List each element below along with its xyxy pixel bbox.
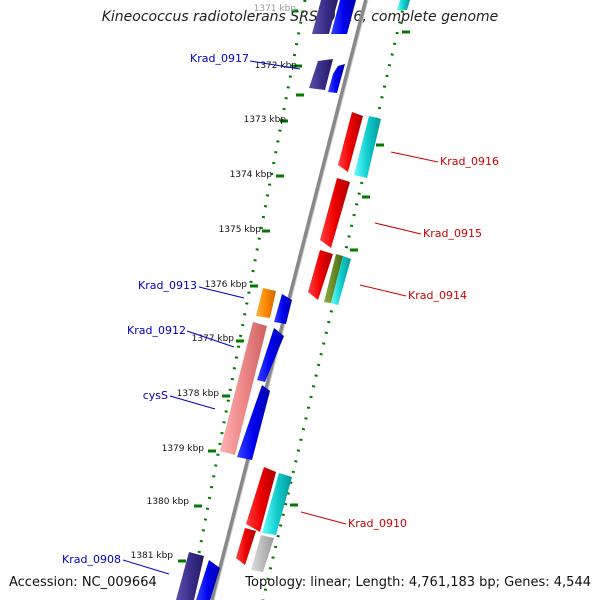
gene-red[interactable] (320, 178, 350, 248)
genes-strand-left[interactable] (176, 0, 356, 600)
ruler-label: 1377 kbp (192, 334, 235, 344)
track-dashes (290, 30, 410, 507)
gene-orange[interactable] (256, 288, 276, 318)
gene-red[interactable] (308, 250, 333, 300)
gene-label-krad0912[interactable]: Krad_0912 (127, 324, 186, 337)
ruler-label: 1375 kbp (219, 225, 262, 235)
ruler-label: 1381 kbp (131, 551, 174, 561)
gene-blue[interactable] (328, 64, 345, 93)
ruler-label: 1376 kbp (205, 280, 248, 290)
genome-summary-text: Topology: linear; Length: 4,761,183 bp; … (245, 575, 591, 590)
gene-blue[interactable] (237, 385, 270, 460)
gene-label-krad0913[interactable]: Krad_0913 (138, 279, 197, 292)
gene-pink[interactable] (220, 322, 267, 455)
gene-red[interactable] (338, 112, 363, 172)
ruler-label: 1374 kbp (230, 170, 273, 180)
ruler-label: 1371 kbp (254, 4, 297, 14)
gene-navy[interactable] (176, 552, 204, 600)
ruler-labels: 1371 kbp 1372 kbp 1373 kbp 1374 kbp 1375… (131, 4, 298, 561)
gene-olive[interactable] (324, 254, 343, 303)
gene-red[interactable] (246, 467, 276, 532)
gene-navy[interactable] (309, 59, 333, 90)
gene-red[interactable] (236, 528, 256, 565)
gene-blue[interactable] (257, 328, 284, 382)
ruler-label: 1378 kbp (177, 389, 220, 399)
right-label-leaders (300, 151, 439, 525)
gene-blue[interactable] (331, 0, 356, 34)
gene-blue[interactable] (274, 294, 292, 324)
gene-label-krad0917[interactable]: Krad_0917 (190, 52, 249, 65)
gene-blue[interactable] (196, 560, 220, 600)
left-label-leaders (122, 60, 301, 575)
gene-label-krad0914[interactable]: Krad_0914 (408, 289, 467, 302)
gene-cyan[interactable] (331, 256, 351, 305)
gene-label-krad0908[interactable]: Krad_0908 (62, 553, 121, 566)
ruler-label: 1379 kbp (162, 444, 205, 454)
gene-cyan[interactable] (397, 0, 410, 10)
page-title: Kineococcus radiotolerans SRS30216, comp… (101, 9, 499, 25)
gene-cyan[interactable] (262, 473, 292, 535)
gene-label-krad0915[interactable]: Krad_0915 (423, 227, 482, 240)
gene-label-krad0916[interactable]: Krad_0916 (440, 155, 499, 168)
ruler-label: 1380 kbp (147, 497, 190, 507)
ruler-label: 1373 kbp (244, 115, 287, 125)
accession-text: Accession: NC_009664 (9, 575, 157, 590)
gene-label-cyss[interactable]: cysS (143, 389, 168, 402)
gene-label-krad0910[interactable]: Krad_0910 (348, 517, 407, 530)
gene-navy[interactable] (312, 0, 338, 34)
gene-grey[interactable] (251, 535, 274, 572)
genes-strand-right[interactable] (236, 0, 410, 572)
gene-cyan[interactable] (354, 116, 381, 178)
ruler-ticks (178, 9, 302, 563)
ruler-label: 1372 kbp (255, 61, 298, 71)
